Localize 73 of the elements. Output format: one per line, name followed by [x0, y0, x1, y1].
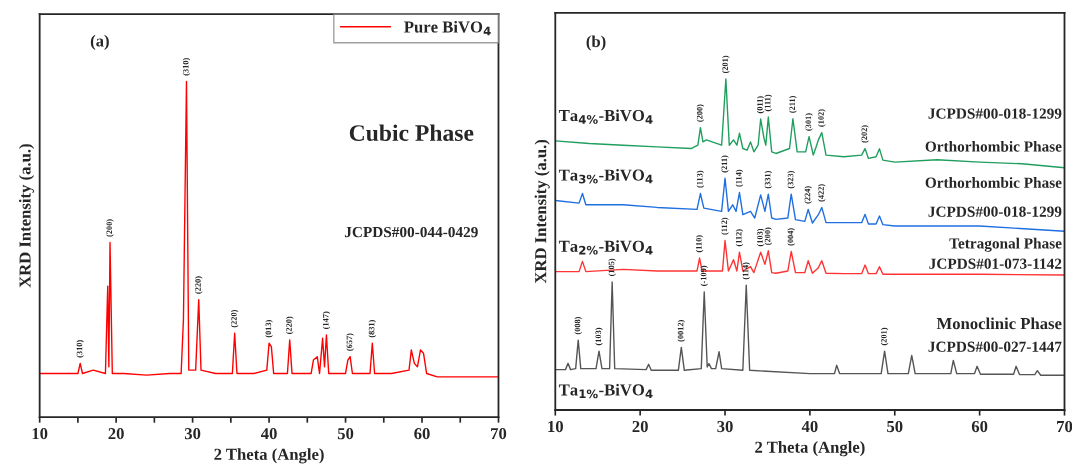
annotation: (114)	[742, 262, 751, 280]
y-axis-title: XRD Intensity (a.u.)	[534, 139, 550, 284]
x-tick-label: 60	[414, 428, 430, 440]
series-label: Ta$_{3%}$-BiVO$_{4}$	[558, 168, 653, 184]
x-tick-label: 10	[548, 420, 563, 433]
x-axis-title: 2 Theta (Angle)	[755, 441, 865, 457]
annotation: (200)	[106, 219, 114, 237]
annotation: (114)	[735, 169, 744, 187]
annotation: Cubic Phase	[349, 124, 474, 142]
text: (a)	[90, 34, 109, 50]
x-tick-label: 30	[184, 428, 201, 440]
annotation: (310)	[182, 58, 191, 76]
annotation: (310)	[76, 340, 84, 358]
x-tick-label: 20	[632, 420, 648, 433]
annotation: Tetragonal Phase	[949, 237, 1062, 252]
annotation: (110)	[695, 235, 704, 253]
annotation: (112)	[735, 229, 744, 247]
x-tick-label: 70	[1057, 420, 1072, 433]
annotation: JCPDS#00-018-1299	[928, 206, 1062, 217]
annotation: (102)	[818, 109, 826, 127]
annotation: (201)	[722, 55, 730, 74]
series-label: Ta$_{2%}$-BiVO$_{4}$	[558, 240, 653, 255]
annotation: (013)	[265, 320, 273, 338]
annotation: (112)	[721, 217, 729, 235]
annotation: (011)	[756, 96, 765, 114]
annotation: (220)	[230, 309, 239, 328]
annotation: (831)	[368, 320, 377, 338]
y-axis-title: XRD Intensity (a.u.)	[18, 144, 35, 288]
annotation: (0012)	[677, 320, 686, 342]
annotation: (220)	[194, 276, 203, 294]
x-tick-label: 60	[971, 420, 988, 433]
annotation: (331)	[764, 170, 773, 189]
annotation: Orthorhombic Phase	[925, 140, 1062, 152]
annotation: JCPDS#00-027-1447	[928, 341, 1062, 352]
annotation: (103)	[595, 327, 603, 346]
annotation: (323)	[787, 170, 795, 189]
annotation: (147)	[322, 311, 331, 329]
annotation: (202)	[861, 125, 869, 143]
x-tick-label: 30	[717, 420, 733, 433]
annotation: (657)	[346, 333, 354, 351]
annotation: (200)	[764, 227, 773, 245]
annotation: Monoclinic Phase	[936, 317, 1062, 330]
annotation: (-109)	[700, 265, 709, 286]
annotation: (113)	[696, 170, 705, 188]
annotation: (111)	[764, 94, 773, 112]
annotation: (200)	[696, 104, 705, 122]
annotation: (220)	[285, 316, 294, 334]
annotation: JCPDS#00-044-0429	[344, 226, 478, 238]
annotation: (224)	[804, 186, 812, 204]
text: (b)	[586, 35, 606, 51]
annotation: (422)	[818, 184, 826, 202]
series-label: Ta$_{1%}$-BiVO$_{4}$	[558, 383, 653, 399]
annotation: JCPDS#01-073-1142	[929, 258, 1062, 269]
x-axis-title: 2 Theta (Angle)	[214, 448, 324, 464]
series-label: Ta$_{4%}$-BiVO$_{4}$	[558, 109, 653, 124]
x-tick-label: 40	[260, 428, 277, 440]
annotation: (103)	[756, 228, 765, 247]
x-tick-label: 70	[491, 428, 507, 440]
annotation: (008)	[574, 316, 582, 335]
annotation: (105)	[608, 258, 616, 276]
x-tick-label: 20	[108, 428, 124, 440]
annotation: (004)	[787, 228, 795, 246]
x-tick-label: 10	[32, 428, 48, 440]
x-tick-label: 50	[887, 420, 903, 433]
annotation: JCPDS#00-018-1299	[928, 108, 1062, 119]
annotation: (211)	[789, 95, 797, 113]
x-tick-label: 40	[801, 420, 818, 433]
annotation: (301)	[805, 113, 813, 131]
x-tick-label: 50	[337, 428, 354, 440]
annotation: Orthorhombic Phase	[925, 177, 1062, 188]
annotation: (201)	[880, 327, 889, 346]
annotation: (211)	[721, 155, 729, 173]
legend-label: Pure BiVO$_{4}$	[404, 20, 491, 36]
